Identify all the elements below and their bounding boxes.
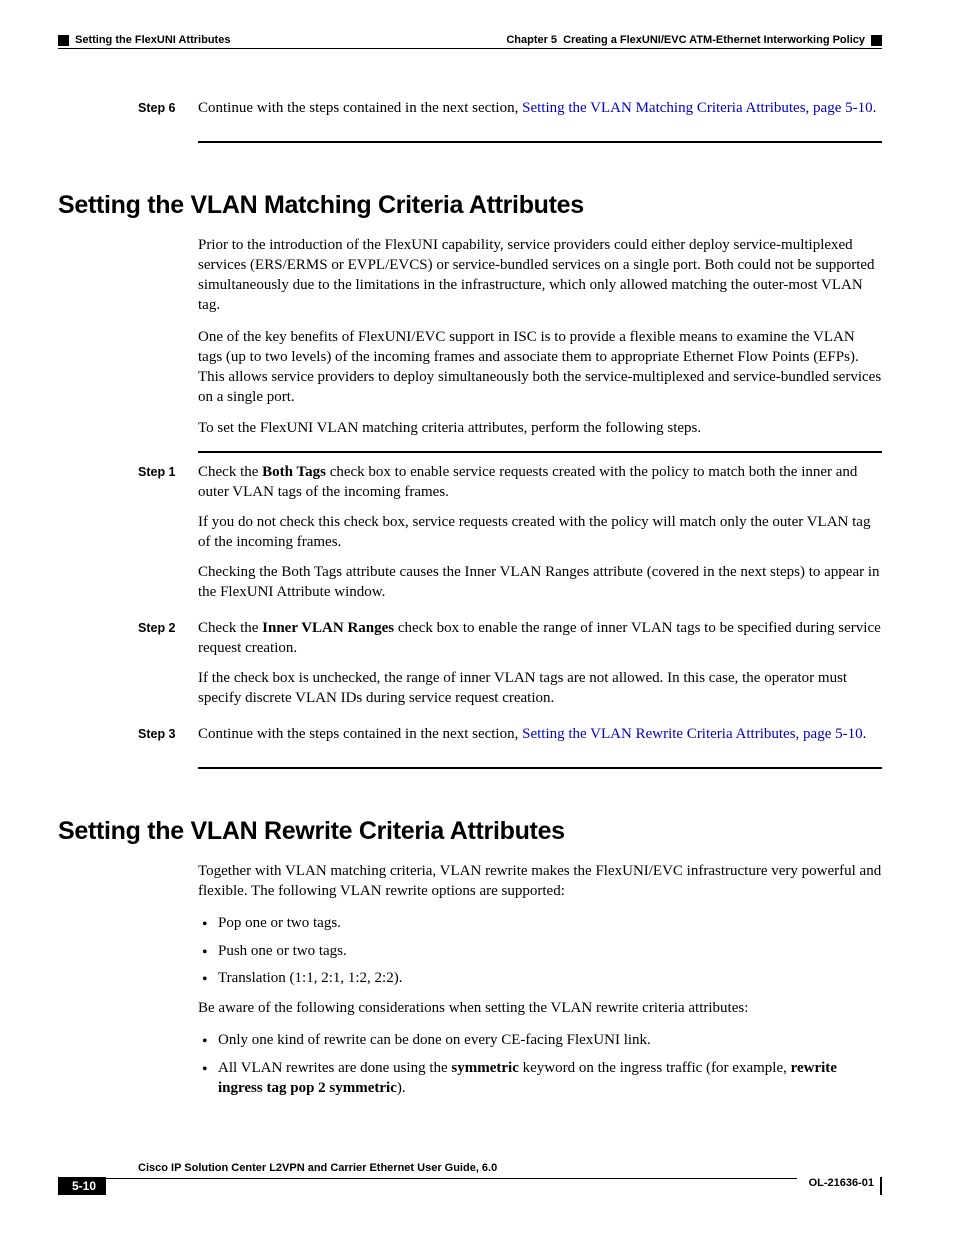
step-row: Step 3 Continue with the steps contained… [138, 725, 882, 755]
body-paragraph: Be aware of the following considerations… [198, 999, 882, 1019]
step-row: Step 6 Continue with the steps contained… [138, 99, 882, 129]
footer-rule [106, 1178, 797, 1195]
ui-term: Both Tags [262, 464, 326, 480]
header-chapter-title: Creating a FlexUNI/EVC ATM-Ethernet Inte… [563, 34, 865, 46]
footer-doc-id: OL-21636-01 [797, 1177, 874, 1195]
step-text: Check the Inner VLAN Ranges check box to… [198, 619, 882, 659]
body-paragraph: Together with VLAN matching criteria, VL… [198, 862, 882, 902]
step-text: Continue with the steps contained in the… [198, 725, 882, 745]
section-divider [198, 767, 882, 769]
keyword: symmetric [451, 1060, 518, 1076]
section-heading: Setting the VLAN Matching Criteria Attri… [58, 191, 882, 220]
page-footer: Cisco IP Solution Center L2VPN and Carri… [58, 1162, 882, 1195]
step-text: If you do not check this check box, serv… [198, 513, 882, 553]
step-text: Continue with the steps contained in the… [198, 99, 882, 119]
list-item: Push one or two tags. [198, 942, 882, 962]
list-item: Only one kind of rewrite can be done on … [198, 1031, 882, 1051]
step-label: Step 2 [138, 619, 198, 719]
cross-reference-link[interactable]: Setting the VLAN Matching Criteria Attri… [522, 100, 873, 116]
step-text: Checking the Both Tags attribute causes … [198, 563, 882, 603]
running-header: Setting the FlexUNI Attributes Chapter 5… [58, 34, 882, 46]
section-heading: Setting the VLAN Rewrite Criteria Attrib… [58, 817, 882, 846]
steps-divider [198, 451, 882, 453]
header-rule [58, 48, 882, 49]
step-text: If the check box is unchecked, the range… [198, 669, 882, 709]
page-number: 5-10 [58, 1177, 106, 1195]
step-row: Step 1 Check the Both Tags check box to … [138, 463, 882, 613]
header-chapter-label: Chapter 5 [506, 34, 557, 46]
bullet-list: Only one kind of rewrite can be done on … [198, 1031, 882, 1099]
step-text: Check the Both Tags check box to enable … [198, 463, 882, 503]
bullet-list: Pop one or two tags. Push one or two tag… [198, 914, 882, 990]
step-label: Step 1 [138, 463, 198, 613]
header-square-icon [871, 35, 882, 46]
body-paragraph: One of the key benefits of FlexUNI/EVC s… [198, 328, 882, 408]
step-label: Step 6 [138, 99, 198, 129]
step-label: Step 3 [138, 725, 198, 755]
footer-endbar-icon [880, 1177, 882, 1195]
body-paragraph: Prior to the introduction of the FlexUNI… [198, 236, 882, 316]
body-paragraph: To set the FlexUNI VLAN matching criteri… [198, 419, 882, 439]
cross-reference-link[interactable]: Setting the VLAN Rewrite Criteria Attrib… [522, 726, 863, 742]
header-square-icon [58, 35, 69, 46]
header-section-title: Setting the FlexUNI Attributes [75, 34, 230, 46]
list-item: All VLAN rewrites are done using the sym… [198, 1059, 882, 1099]
footer-doc-title: Cisco IP Solution Center L2VPN and Carri… [58, 1162, 882, 1174]
step-row: Step 2 Check the Inner VLAN Ranges check… [138, 619, 882, 719]
ui-term: Inner VLAN Ranges [262, 620, 394, 636]
list-item: Translation (1:1, 2:1, 1:2, 2:2). [198, 969, 882, 989]
list-item: Pop one or two tags. [198, 914, 882, 934]
section-divider [198, 141, 882, 143]
